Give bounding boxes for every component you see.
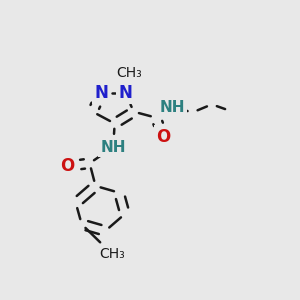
Text: NH: NH bbox=[159, 100, 185, 115]
Text: NH: NH bbox=[100, 140, 126, 154]
Text: O: O bbox=[60, 157, 75, 175]
Text: CH₃: CH₃ bbox=[99, 247, 124, 261]
Text: O: O bbox=[156, 128, 170, 146]
Text: N: N bbox=[118, 84, 132, 102]
Text: N: N bbox=[94, 84, 108, 102]
Text: CH₃: CH₃ bbox=[116, 66, 142, 80]
